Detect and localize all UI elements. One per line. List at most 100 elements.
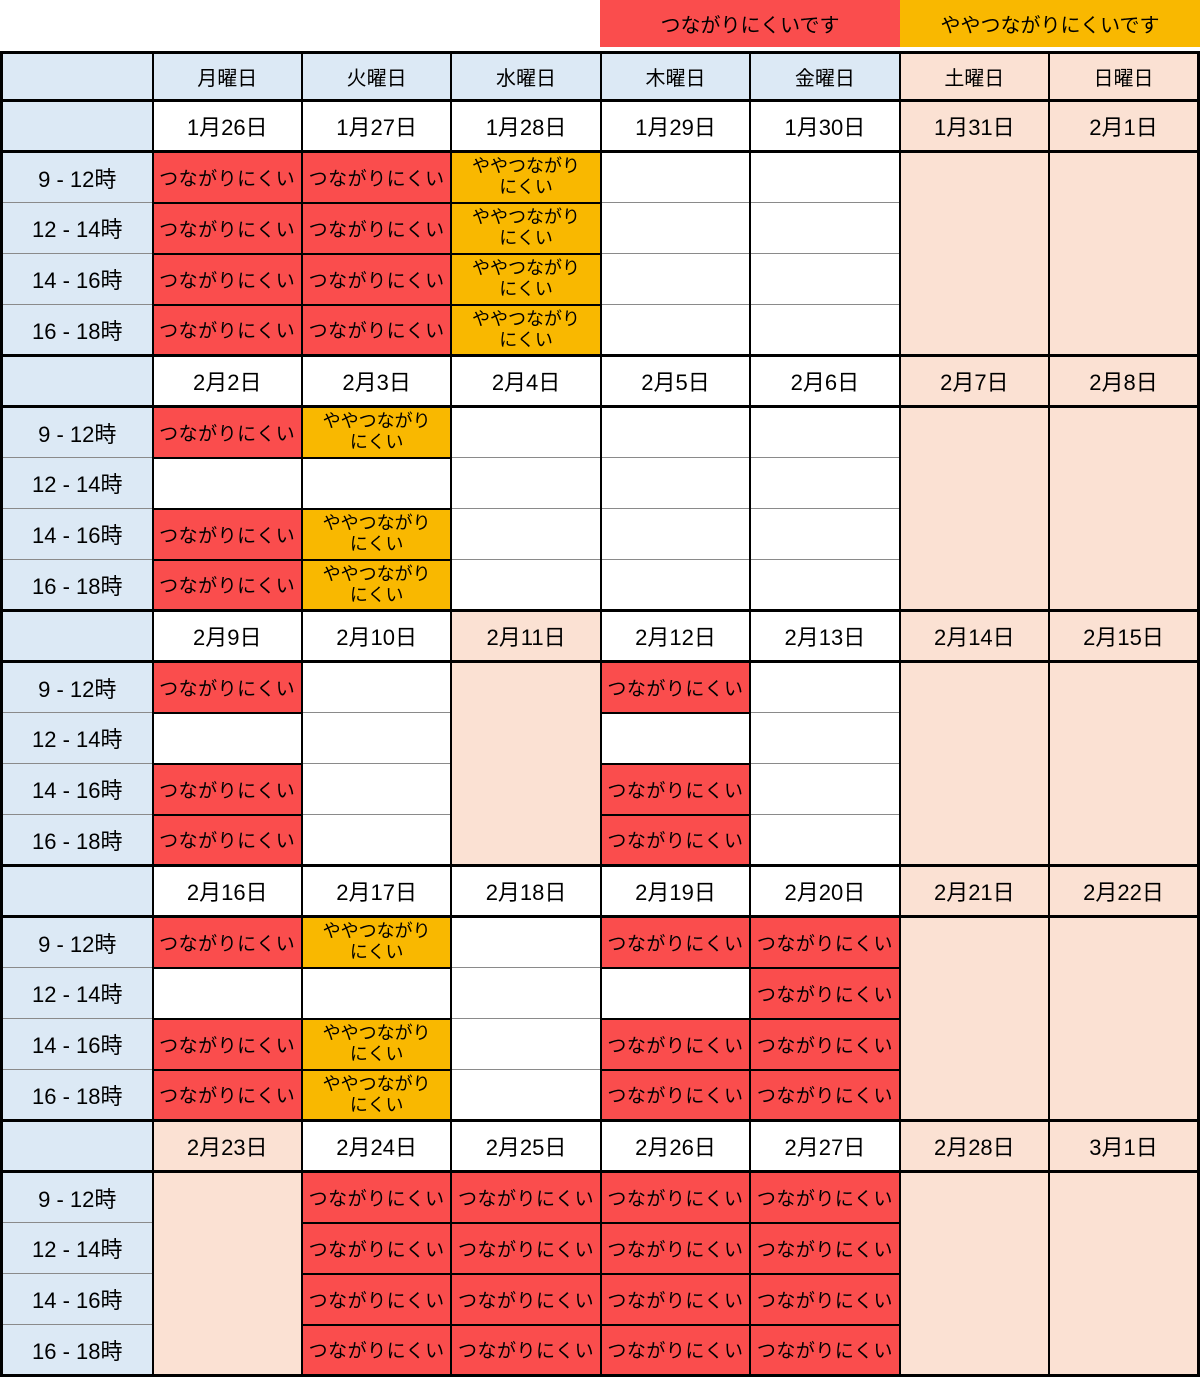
cell-empty	[749, 559, 901, 611]
date-cell: 2月10日	[300, 609, 453, 663]
date-cell-offday: 2月15日	[1048, 609, 1200, 663]
cell-hard-to-connect: つながりにくい	[749, 1170, 901, 1224]
date-cell-offday: 2月28日	[898, 1119, 1051, 1173]
date-row-spacer	[0, 609, 154, 663]
cell-empty	[450, 508, 602, 560]
cell-hard-to-connect: つながりにくい	[599, 813, 752, 867]
time-slot-label: 12 - 14時	[0, 712, 154, 764]
cell-somewhat-hard-to-connect: ややつながり にくい	[450, 150, 602, 204]
cell-empty	[749, 151, 901, 203]
cell-empty	[151, 457, 303, 509]
week-date-row: 2月9日 2月10日 2月11日 2月12日 2月13日 2月14日 2月15日	[0, 609, 1200, 663]
time-slot-row: 9 - 12時 つながりにくい つながりにくい	[0, 660, 1200, 866]
time-slot-label: 14 - 16時	[0, 1018, 154, 1070]
cell-closed-day	[1048, 916, 1200, 1121]
cell-empty	[599, 967, 752, 1019]
weekday-day-header: 月曜日	[151, 52, 303, 102]
time-slot-label: 16 - 18時	[0, 559, 154, 611]
cell-empty	[300, 814, 453, 866]
date-cell-offday: 2月21日	[898, 864, 1051, 918]
cell-closed-day	[898, 406, 1051, 611]
cell-empty	[599, 559, 752, 611]
time-slot-label: 12 - 14時	[0, 202, 154, 254]
cell-empty	[749, 508, 901, 560]
time-slot-row: 12 - 14時	[0, 712, 1199, 764]
cell-hard-to-connect: つながりにくい	[599, 1221, 752, 1275]
time-slot-row: 9 - 12時 つながりにくい ややつながり にくい つながりにくい つながりにくい	[0, 915, 1200, 1121]
cell-closed-day	[1048, 151, 1200, 356]
date-cell-offday: 2月11日	[450, 609, 602, 663]
cell-empty	[450, 457, 602, 509]
date-cell: 1月26日	[151, 99, 303, 153]
time-slot-label: 14 - 16時	[0, 1273, 154, 1325]
cell-hard-to-connect: つながりにくい	[450, 1221, 602, 1275]
cell-empty	[749, 202, 901, 254]
date-cell-offday: 2月22日	[1048, 864, 1200, 918]
cell-empty	[749, 253, 901, 305]
time-slot-label: 9 - 12時	[0, 406, 154, 458]
date-cell: 2月17日	[300, 864, 453, 918]
date-row-spacer	[0, 99, 154, 153]
cell-closed-day	[898, 916, 1051, 1121]
legend: つながりにくいです ややつながりにくいです	[600, 0, 1200, 47]
cell-hard-to-connect: つながりにくい	[151, 405, 303, 459]
cell-empty	[749, 406, 901, 458]
cell-hard-to-connect: つながりにくい	[599, 1272, 752, 1326]
cell-hard-to-connect: つながりにくい	[749, 1323, 901, 1377]
time-slot-label: 16 - 18時	[0, 1324, 154, 1376]
time-slot-row: 9 - 12時 つながりにくい ややつながり にくい	[0, 405, 1200, 611]
cell-empty	[450, 559, 602, 611]
cell-closed-day	[1048, 1171, 1200, 1376]
weekday-day-header: 金曜日	[749, 52, 901, 102]
date-row-spacer	[0, 864, 154, 918]
time-slot-label: 9 - 12時	[0, 1171, 154, 1223]
time-slot-row: 14 - 16時 つながりにくい つながりにくい つながりにくい つながりにくい	[0, 1272, 1199, 1326]
time-slot-row: 16 - 18時 つながりにくい つながりにくい ややつながり にくい	[0, 303, 1199, 357]
cell-empty	[749, 661, 901, 713]
date-cell: 2月12日	[599, 609, 752, 663]
cell-hard-to-connect: つながりにくい	[749, 915, 901, 969]
weekday-day-header: 水曜日	[450, 52, 602, 102]
cell-closed-day	[898, 661, 1051, 866]
cell-empty	[300, 763, 453, 815]
date-cell: 2月20日	[749, 864, 901, 918]
date-row-spacer	[0, 1119, 154, 1173]
time-slot-row: 16 - 18時 つながりにくい つながりにくい つながりにくい つながりにくい	[0, 1323, 1199, 1377]
cell-empty	[450, 916, 602, 968]
cell-closed-day	[1048, 661, 1200, 866]
cell-hard-to-connect: つながりにくい	[151, 303, 303, 357]
cell-empty	[300, 712, 453, 764]
cell-closed-day	[898, 151, 1051, 356]
time-slot-row: 16 - 18時 つながりにくい ややつながり にくい つながりにくい つながりにくい	[0, 1068, 1199, 1122]
time-slot-row: 12 - 14時	[0, 457, 1199, 509]
time-slot-row: 14 - 16時 つながりにくい ややつながり にくい つながりにくい つながりにくい	[0, 1017, 1199, 1071]
time-slot-label: 14 - 16時	[0, 253, 154, 305]
cell-hard-to-connect: つながりにくい	[450, 1170, 602, 1224]
cell-hard-to-connect: つながりにくい	[151, 813, 303, 867]
date-cell-offday: 2月1日	[1048, 99, 1200, 153]
time-slot-row: 16 - 18時 つながりにくい つながりにくい	[0, 813, 1199, 867]
date-cell: 1月29日	[599, 99, 752, 153]
date-cell: 2月4日	[450, 354, 602, 408]
cell-empty	[599, 202, 752, 254]
time-slot-row: 12 - 14時 つながりにくい つながりにくい ややつながり にくい	[0, 201, 1199, 255]
cell-hard-to-connect: つながりにくい	[300, 252, 453, 306]
date-cell-offday: 1月31日	[898, 99, 1051, 153]
cell-hard-to-connect: つながりにくい	[300, 201, 453, 255]
congestion-calendar-table: 月曜日 火曜日 水曜日 木曜日 金曜日 土曜日 日曜日 1月26日 1月27日 1月28日 1月2…	[0, 51, 1200, 1377]
cell-hard-to-connect: つながりにくい	[599, 1170, 752, 1224]
date-cell: 1月30日	[749, 99, 901, 153]
date-cell: 2月27日	[749, 1119, 901, 1173]
cell-empty	[599, 406, 752, 458]
date-cell: 2月6日	[749, 354, 901, 408]
date-cell-offday: 2月23日	[151, 1119, 303, 1173]
time-slot-label: 14 - 16時	[0, 763, 154, 815]
date-cell: 2月24日	[300, 1119, 453, 1173]
date-cell-offday: 3月1日	[1048, 1119, 1200, 1173]
cell-hard-to-connect: つながりにくい	[151, 1068, 303, 1122]
cell-hard-to-connect: つながりにくい	[599, 1323, 752, 1377]
cell-hard-to-connect: つながりにくい	[151, 558, 303, 612]
time-slot-label: 16 - 18時	[0, 1069, 154, 1121]
time-slot-label: 16 - 18時	[0, 304, 154, 356]
